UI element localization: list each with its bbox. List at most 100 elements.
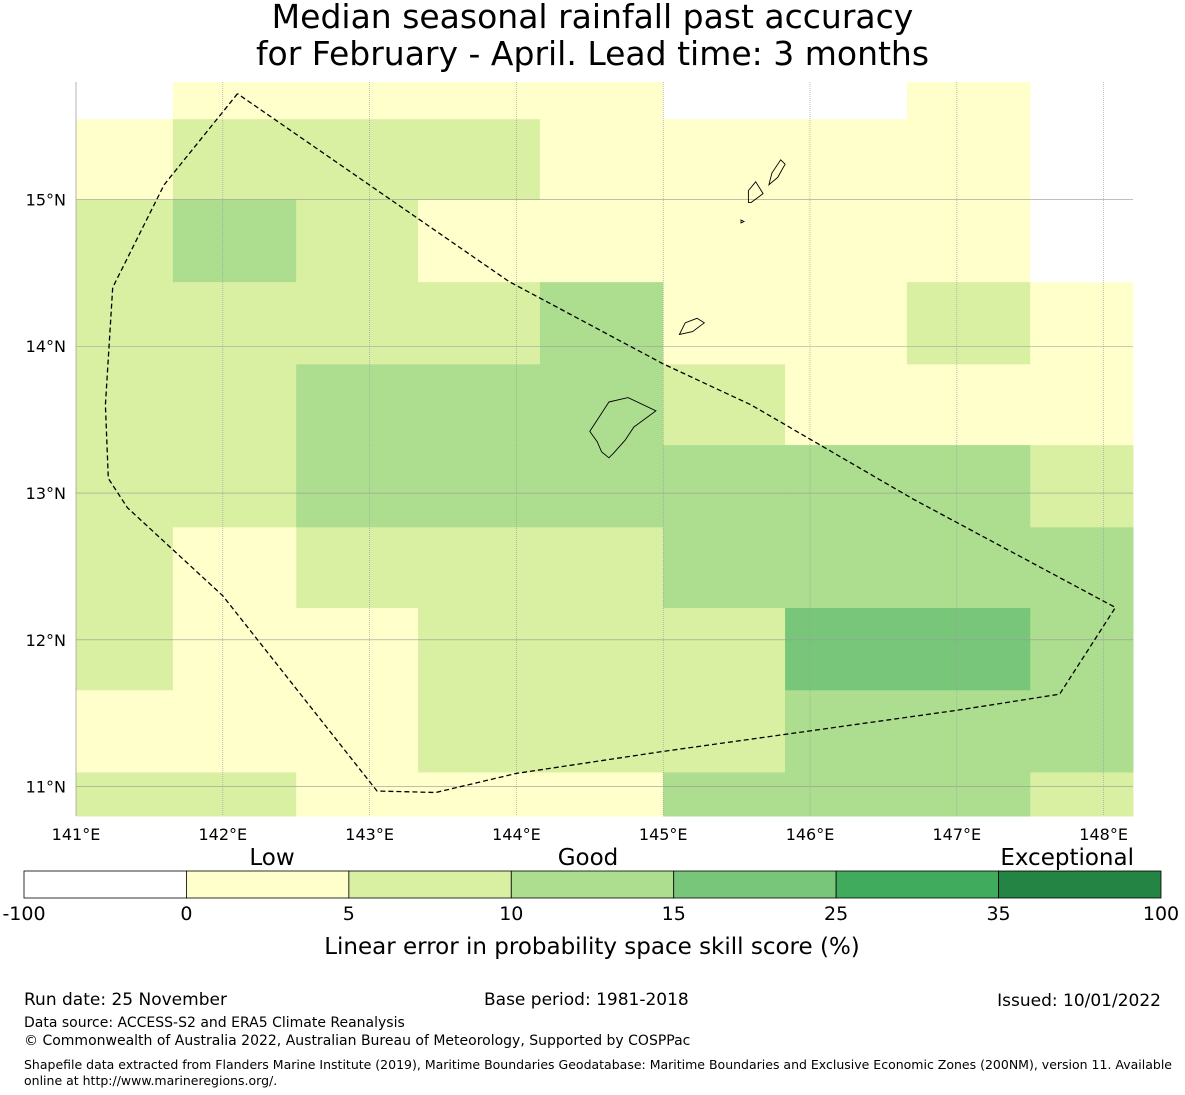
skill-cell — [539, 363, 664, 446]
skill-cell — [906, 363, 1031, 446]
latitude-tick-labels: 11°N 12°N 13°N 14°N 15°N — [26, 190, 66, 796]
colorbar-tick-label: 10 — [499, 903, 523, 925]
colorbar-tick-label: 5 — [343, 903, 355, 925]
skill-cell — [785, 363, 908, 446]
skill-cell — [906, 444, 1031, 528]
skill-cell — [296, 199, 419, 283]
skill-cell — [76, 526, 174, 609]
skill-cell — [76, 363, 174, 446]
skill-cell — [785, 281, 908, 365]
lon-tick-label: 148°E — [1079, 825, 1128, 844]
legend-category-label: Exceptional — [1000, 845, 1134, 871]
skill-cell — [172, 118, 297, 200]
skill-cell — [539, 444, 664, 528]
issued-date: Issued: 10/01/2022 — [997, 991, 1161, 1011]
skill-cell — [906, 118, 1031, 200]
colorbar-swatch — [348, 870, 512, 899]
eez-boundary-line — [104, 93, 1117, 794]
skill-cell — [76, 281, 174, 365]
lon-tick-label: 141°E — [52, 825, 101, 844]
skill-cell — [663, 363, 786, 446]
data-source: Data source: ACCESS-S2 and ERA5 Climate … — [24, 1015, 405, 1031]
skill-cell — [663, 689, 786, 773]
colorbar-tick-label: -100 — [2, 903, 45, 925]
skill-cell — [1030, 689, 1134, 773]
legend-category-label: Good — [558, 845, 619, 871]
skill-cell — [296, 118, 419, 200]
colorbar-tick-label: 35 — [986, 903, 1010, 925]
skill-cell — [663, 82, 786, 120]
skill-cell — [539, 771, 664, 817]
skill-cell — [418, 281, 541, 365]
skill-cell — [418, 199, 541, 283]
skill-cell — [296, 771, 419, 817]
chart-title-line-2: for February - April. Lead time: 3 month… — [255, 34, 930, 73]
lon-tick-label: 143°E — [345, 825, 394, 844]
skill-cell — [172, 526, 297, 609]
lat-tick-label: 14°N — [26, 337, 66, 356]
skill-cell — [76, 199, 174, 283]
colorbar-tick-label: 25 — [824, 903, 848, 925]
skill-cell — [663, 771, 786, 817]
skill-cell — [663, 444, 786, 528]
colorbar-swatch — [23, 870, 187, 899]
skill-cell — [906, 281, 1031, 365]
skill-cell — [1030, 281, 1134, 365]
skill-cell — [1030, 526, 1134, 609]
skill-cell — [539, 199, 664, 283]
colorbar-swatch — [673, 870, 837, 899]
skill-cell — [1030, 444, 1134, 528]
colorbar-swatch — [186, 870, 350, 899]
skill-cell — [172, 82, 297, 120]
skill-cell — [785, 118, 908, 200]
skill-cell — [172, 363, 297, 446]
lon-tick-label: 147°E — [933, 825, 982, 844]
skill-cell — [172, 444, 297, 528]
skill-cell — [539, 607, 664, 691]
copyright: © Commonwealth of Australia 2022, Austra… — [24, 1033, 691, 1049]
colorbar-axis-label: Linear error in probability space skill … — [324, 934, 860, 960]
skill-cell — [172, 199, 297, 283]
skill-cell — [418, 82, 541, 120]
island-outline — [768, 159, 786, 187]
skill-cell — [663, 526, 786, 609]
island-outlines — [589, 159, 786, 459]
skill-cell — [418, 771, 541, 817]
skill-cell — [663, 607, 786, 691]
skill-cell — [172, 281, 297, 365]
skill-cell — [906, 82, 1031, 120]
skill-cell — [418, 118, 541, 200]
skill-cell — [296, 281, 419, 365]
lat-tick-label: 11°N — [26, 778, 66, 797]
lon-tick-label: 142°E — [198, 825, 247, 844]
skill-cell — [1030, 118, 1134, 200]
skill-cell — [785, 607, 908, 691]
skill-cell — [663, 281, 786, 365]
lon-tick-label: 144°E — [492, 825, 541, 844]
skill-cell — [785, 444, 908, 528]
island-outline — [589, 397, 657, 459]
skill-cell — [906, 199, 1031, 283]
island-outline — [747, 181, 764, 203]
lon-tick-label: 145°E — [639, 825, 688, 844]
run-date: Run date: 25 November — [24, 990, 227, 1010]
colorbar-swatch — [998, 870, 1162, 899]
skill-cell — [172, 607, 297, 691]
skill-cell — [76, 771, 174, 817]
skill-cell — [785, 526, 908, 609]
legend-category-label: Low — [249, 845, 294, 871]
skill-cell — [296, 363, 419, 446]
skill-cell — [663, 199, 786, 283]
skill-cell — [296, 607, 419, 691]
longitude-tick-labels: 141°E 142°E 143°E 144°E 145°E 146°E 147°E 148°E — [52, 825, 1128, 844]
skill-cell — [76, 82, 174, 120]
lat-tick-label: 13°N — [26, 484, 66, 503]
skill-cell — [539, 82, 664, 120]
skill-cell — [76, 689, 174, 773]
skill-cell — [76, 444, 174, 528]
skill-cell — [539, 526, 664, 609]
skill-cell — [418, 526, 541, 609]
lon-tick-label: 146°E — [786, 825, 835, 844]
skill-cell — [296, 689, 419, 773]
